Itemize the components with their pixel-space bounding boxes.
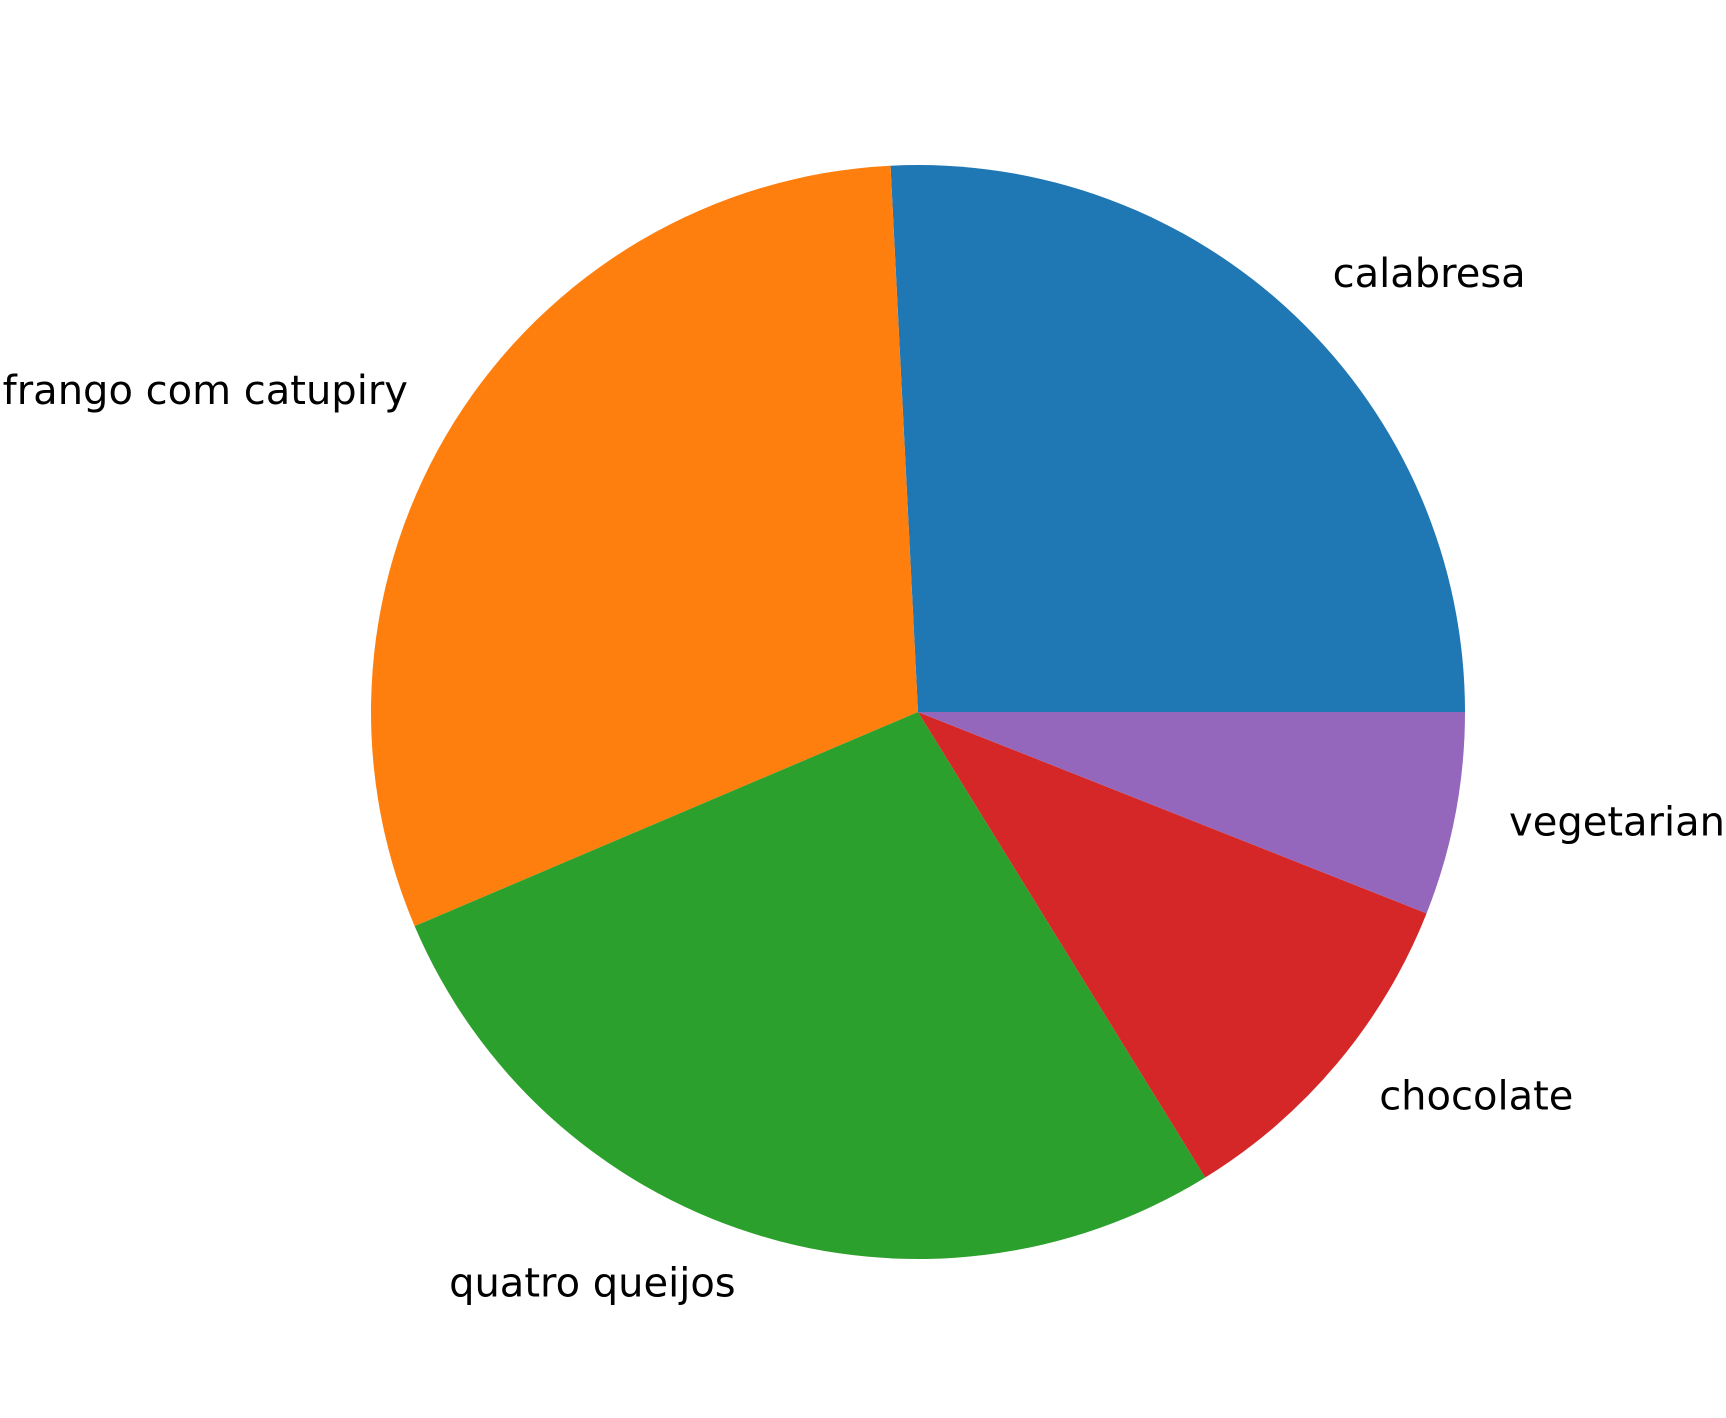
pie-label-vegetariana: vegetariana xyxy=(1509,800,1726,846)
pie-slice-chocolate xyxy=(918,712,1427,1178)
pie-slice-frango-com-catupiry xyxy=(370,165,918,927)
pie-labels: calabresa frango com catupiry quatro queij… xyxy=(3,251,1726,1306)
pie-slice-calabresa xyxy=(890,165,1465,713)
pie-slice-quatro-queijos xyxy=(414,712,1206,1260)
pie-slices xyxy=(370,165,1465,1260)
pie-slice-vegetariana xyxy=(918,712,1465,914)
pie-label-chocolate: chocolate xyxy=(1379,1073,1573,1119)
pie-label-quatro-queijos: quatro queijos xyxy=(449,1260,736,1306)
pie-label-calabresa: calabresa xyxy=(1333,251,1526,297)
pie-label-frango-com-catupiry: frango com catupiry xyxy=(3,368,408,414)
